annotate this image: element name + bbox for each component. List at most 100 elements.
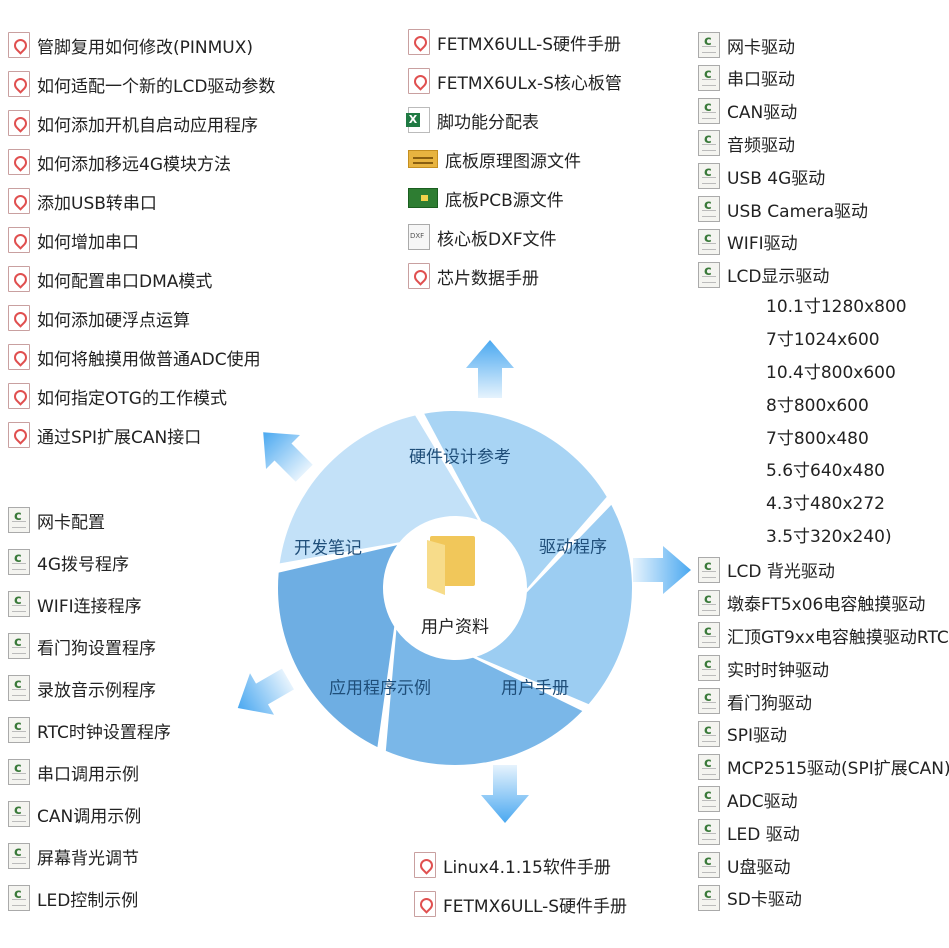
dev-note-item-label: 如何增加串口 — [37, 232, 139, 253]
dev-note-item-label: 如何添加硬浮点运算 — [37, 310, 190, 331]
hardware-ref-item[interactable]: FETMX6ULx-S核心板管 — [408, 66, 622, 96]
app-example-item[interactable]: 4G拨号程序 — [8, 547, 129, 577]
dev-note-item-label: 添加USB转串口 — [37, 193, 157, 214]
dev-note-item-label: 通过SPI扩展CAN接口 — [37, 427, 202, 448]
dev-note-item-label: 如何将触摸用做普通ADC使用 — [37, 349, 261, 370]
driver-item[interactable]: 墩泰FT5x06电容触摸驱动 — [698, 588, 925, 618]
app-example-item[interactable]: 网卡配置 — [8, 505, 105, 535]
cfile-file-icon — [698, 819, 720, 846]
segment-label-hardware[interactable]: 硬件设计参考 — [409, 447, 511, 468]
driver-item[interactable]: LCD 背光驱动 — [698, 555, 835, 585]
dev-note-item[interactable]: 管脚复用如何修改(PINMUX) — [8, 30, 253, 60]
segment-label-drivers[interactable]: 驱动程序 — [539, 537, 607, 558]
dev-note-item[interactable]: 如何将触摸用做普通ADC使用 — [8, 342, 261, 372]
driver-item[interactable]: ADC驱动 — [698, 784, 798, 814]
segment-label-manuals[interactable]: 用户手册 — [501, 678, 569, 699]
driver-item-label: USB Camera驱动 — [727, 201, 869, 222]
driver-item-label: 网卡驱动 — [727, 37, 795, 58]
cfile-file-icon — [8, 591, 30, 617]
arrow-down-icon — [481, 765, 529, 823]
driver-item[interactable]: LCD显示驱动 — [698, 260, 829, 290]
driver-item[interactable]: CAN驱动 — [698, 96, 797, 126]
lcd-resolution-item[interactable]: 7寸800x480 — [766, 428, 869, 449]
driver-item[interactable]: U盘驱动 — [698, 850, 790, 880]
cfile-file-icon — [8, 843, 30, 869]
driver-item-label: LCD显示驱动 — [727, 267, 830, 288]
user-manual-item[interactable]: Linux4.1.15软件手册 — [414, 850, 611, 880]
cfile-file-icon — [698, 884, 720, 911]
app-example-item[interactable]: 屏幕背光调节 — [8, 841, 139, 871]
dev-note-item[interactable]: 如何添加移远4G模块方法 — [8, 147, 231, 177]
driver-item-label: 音频驱动 — [727, 135, 795, 156]
driver-item[interactable]: 实时时钟驱动 — [698, 653, 829, 683]
driver-item-label: 汇顶GT9xx电容触摸驱动RTC — [727, 627, 949, 648]
wheel-segment[interactable] — [279, 415, 478, 564]
segment-label-examples[interactable]: 应用程序示例 — [329, 678, 431, 699]
hardware-ref-item[interactable]: 底板PCB源文件 — [408, 183, 564, 213]
lcd-resolution-item[interactable]: 4.3寸480x272 — [766, 494, 885, 515]
app-example-item[interactable]: WIFI连接程序 — [8, 589, 142, 619]
app-example-item[interactable]: RTC时钟设置程序 — [8, 715, 171, 745]
cfile-file-icon — [698, 786, 720, 813]
dev-note-item-label: 如何适配一个新的LCD驱动参数 — [37, 76, 276, 97]
hardware-ref-item[interactable]: 脚功能分配表 — [406, 105, 539, 135]
dev-note-item[interactable]: 添加USB转串口 — [8, 186, 157, 216]
wheel-segment[interactable] — [278, 545, 398, 748]
user-manual-item[interactable]: FETMX6ULL-S硬件手册 — [414, 889, 627, 919]
dxf-file-icon — [408, 224, 430, 250]
lcd-resolution-item[interactable]: 5.6寸640x480 — [766, 461, 885, 482]
cfile-file-icon — [698, 556, 720, 583]
hardware-ref-item[interactable]: FETMX6ULL-S硬件手册 — [408, 27, 621, 57]
cfile-file-icon — [8, 549, 30, 575]
driver-item[interactable]: WIFI驱动 — [698, 227, 798, 257]
cfile-file-icon — [698, 655, 720, 682]
driver-item[interactable]: SD卡驱动 — [698, 883, 802, 913]
app-example-item[interactable]: CAN调用示例 — [8, 799, 141, 829]
app-example-item[interactable]: 串口调用示例 — [8, 757, 139, 787]
hardware-ref-item[interactable]: 芯片数据手册 — [408, 261, 539, 291]
cfile-file-icon — [698, 196, 720, 222]
pdf-file-icon — [8, 344, 30, 370]
cfile-file-icon — [698, 32, 720, 58]
pdf-file-icon — [408, 68, 430, 94]
hardware-ref-item[interactable]: 底板原理图源文件 — [408, 144, 581, 174]
pdf-file-icon — [8, 110, 30, 136]
lcd-resolution-item[interactable]: 7寸1024x600 — [766, 330, 880, 351]
dev-note-item[interactable]: 如何适配一个新的LCD驱动参数 — [8, 69, 275, 99]
driver-item[interactable]: MCP2515驱动(SPI扩展CAN) — [698, 752, 949, 782]
dev-note-item[interactable]: 如何配置串口DMA模式 — [8, 264, 212, 294]
app-example-item[interactable]: 看门狗设置程序 — [8, 631, 156, 661]
hardware-ref-item[interactable]: 核心板DXF文件 — [408, 222, 557, 252]
wheel-segment[interactable] — [424, 411, 607, 589]
dev-note-item[interactable]: 如何指定OTG的工作模式 — [8, 381, 227, 411]
pdf-file-icon — [8, 71, 30, 97]
app-example-item-label: CAN调用示例 — [37, 806, 142, 827]
lcd-resolution-item[interactable]: 10.1寸1280x800 — [766, 297, 907, 318]
dev-note-item[interactable]: 如何添加硬浮点运算 — [8, 303, 190, 333]
driver-item[interactable]: 网卡驱动 — [698, 30, 795, 60]
driver-item[interactable]: 看门狗驱动 — [698, 686, 812, 716]
dev-note-item[interactable]: 如何添加开机自启动应用程序 — [8, 108, 258, 138]
wheel-segment[interactable] — [385, 629, 583, 766]
driver-item-label: SD卡驱动 — [727, 890, 802, 911]
driver-item[interactable]: LED 驱动 — [698, 817, 800, 847]
segment-label-devnotes[interactable]: 开发笔记 — [294, 538, 362, 559]
lcd-resolution-item[interactable]: 3.5寸320x240) — [766, 527, 892, 547]
app-example-item[interactable]: LED控制示例 — [8, 883, 138, 913]
driver-item[interactable]: 汇顶GT9xx电容触摸驱动RTC — [698, 620, 949, 650]
wheel-segment[interactable] — [476, 504, 632, 705]
driver-item[interactable]: 音频驱动 — [698, 128, 795, 158]
lcd-resolution-item[interactable]: 10.4寸800x600 — [766, 363, 896, 383]
app-example-item[interactable]: 录放音示例程序 — [8, 673, 156, 703]
cfile-file-icon — [698, 852, 720, 878]
hardware-ref-item-label: FETMX6ULx-S核心板管 — [437, 73, 622, 94]
driver-item[interactable]: 串口驱动 — [698, 63, 795, 93]
driver-item[interactable]: USB Camera驱动 — [698, 194, 868, 224]
driver-item[interactable]: SPI驱动 — [698, 719, 787, 749]
dev-note-item-label: 如何添加移远4G模块方法 — [37, 154, 231, 175]
dev-note-item[interactable]: 通过SPI扩展CAN接口 — [8, 420, 201, 450]
driver-item[interactable]: USB 4G驱动 — [698, 161, 825, 191]
lcd-resolution-item[interactable]: 8寸800x600 — [766, 395, 869, 416]
dev-note-item[interactable]: 如何增加串口 — [8, 225, 139, 255]
cfile-file-icon — [8, 633, 30, 659]
